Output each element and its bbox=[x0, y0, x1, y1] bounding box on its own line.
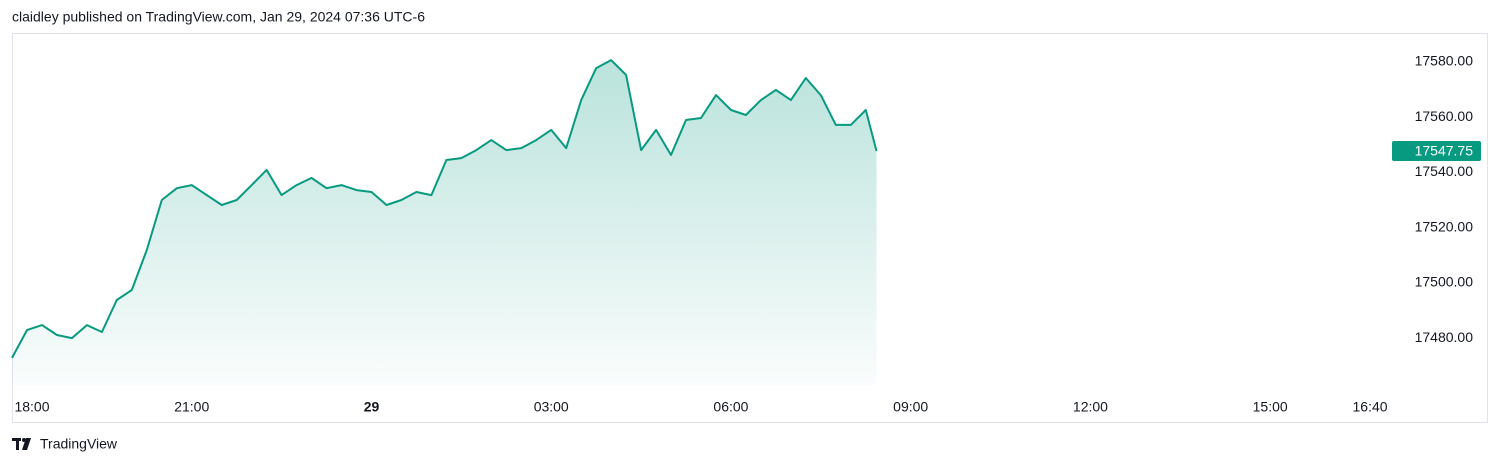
x-tick-label: 03:00 bbox=[534, 399, 569, 415]
y-tick-label: 17500.00 bbox=[1415, 274, 1474, 290]
x-tick-label: 12:00 bbox=[1073, 399, 1108, 415]
x-tick-label: 21:00 bbox=[174, 399, 209, 415]
area-fill bbox=[12, 60, 877, 385]
x-tick-label: 09:00 bbox=[893, 399, 928, 415]
price-line bbox=[11, 59, 878, 359]
brand-logo bbox=[12, 438, 31, 450]
last-price-badge bbox=[1392, 141, 1481, 162]
y-tick-label: 17560.00 bbox=[1415, 108, 1474, 124]
chart-frame bbox=[12, 33, 1488, 423]
last-price-label: 17547.75 bbox=[1415, 143, 1474, 159]
y-tick-label: 17520.00 bbox=[1415, 218, 1474, 234]
x-tick-label: 16:40 bbox=[1353, 399, 1388, 415]
x-tick-label: 29 bbox=[364, 399, 380, 415]
x-tick-label: 15:00 bbox=[1253, 399, 1288, 415]
attribution: claidley published on TradingView.com, J… bbox=[12, 9, 425, 25]
x-tick-label: 06:00 bbox=[713, 399, 748, 415]
y-tick-label: 17540.00 bbox=[1415, 163, 1474, 179]
y-tick-label: 17480.00 bbox=[1415, 329, 1474, 345]
x-tick-label: 18:00 bbox=[14, 399, 49, 415]
brand-name[interactable]: TradingView bbox=[40, 436, 118, 452]
y-tick-label: 17580.00 bbox=[1415, 53, 1474, 69]
